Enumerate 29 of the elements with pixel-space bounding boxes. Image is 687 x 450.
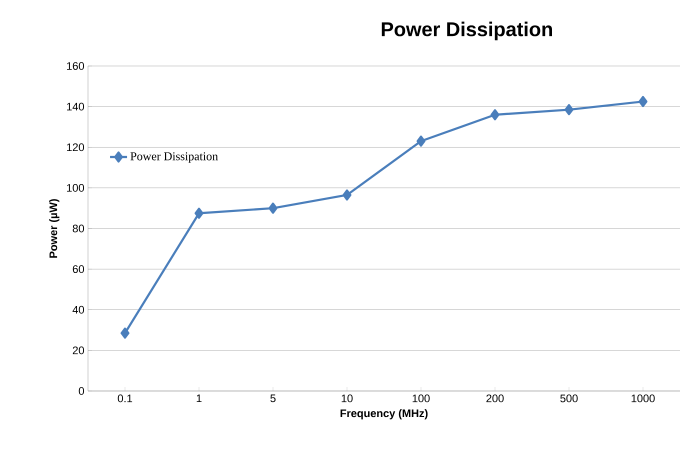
point — [490, 109, 500, 120]
point — [638, 96, 648, 108]
point — [342, 189, 352, 201]
x-tick-label: 500 — [560, 394, 578, 402]
x-tick-label: 1000 — [632, 394, 655, 402]
x-tick-label: 5 — [270, 394, 276, 402]
y-tick-label: 80 — [72, 224, 84, 232]
x-tick-label: 10 — [342, 394, 353, 402]
chart-title: Power Dissipation — [382, 22, 552, 40]
point — [416, 136, 426, 147]
legend-label: Power Dissipation — [130, 152, 218, 163]
point — [194, 208, 204, 219]
point — [268, 202, 278, 214]
y-tick-label: 40 — [72, 306, 84, 314]
x-tick-label: 200 — [486, 394, 504, 402]
x-axis-title: Frequency (MHz) — [340, 409, 428, 420]
y-tick-label: 20 — [72, 346, 84, 354]
x-tick-label: 1 — [196, 394, 202, 402]
point — [120, 328, 130, 339]
y-tick-label: 100 — [67, 184, 84, 192]
point — [564, 104, 574, 116]
y-tick-label: 160 — [67, 62, 84, 70]
y-axis-title: Power (µW) — [49, 199, 60, 258]
y-tick-label: 120 — [67, 143, 84, 152]
y-tick-label: 60 — [72, 265, 84, 274]
x-tick-label: 100 — [412, 394, 430, 402]
y-tick-label: 0 — [78, 387, 84, 395]
x-tick-label: 0.1 — [118, 394, 132, 402]
y-tick-label: 140 — [67, 102, 84, 110]
